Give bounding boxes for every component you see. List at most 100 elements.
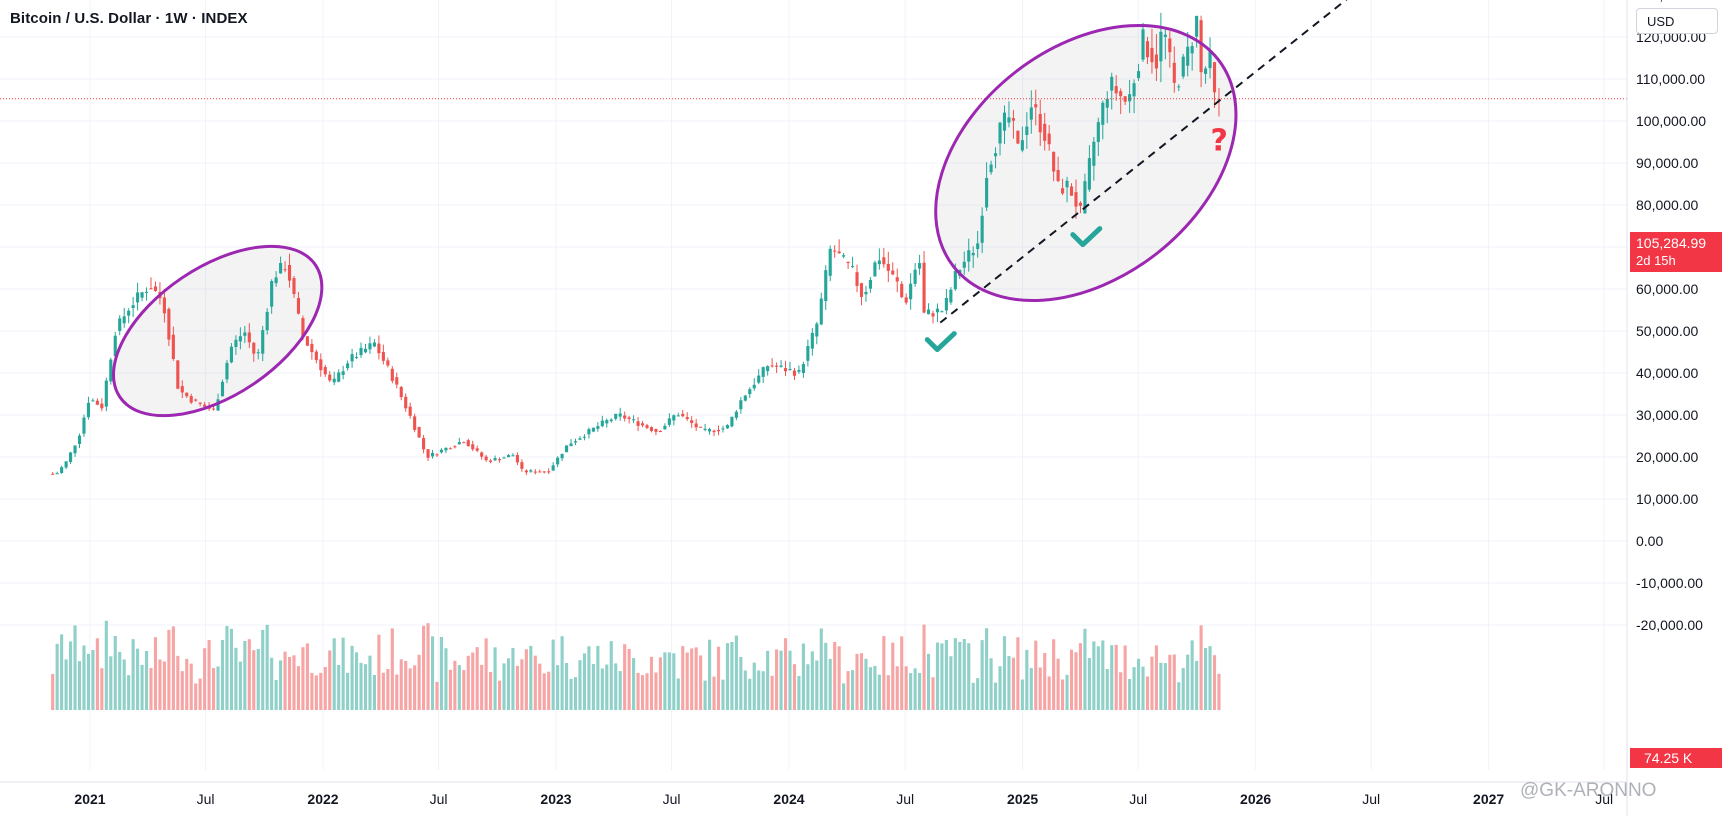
volume-bar — [913, 668, 917, 710]
volume-bar — [909, 673, 913, 710]
volume-bar — [457, 665, 461, 710]
candle-body — [363, 348, 368, 353]
volume-bar — [703, 680, 707, 710]
volume-bar — [1101, 640, 1105, 710]
volume-bar — [86, 653, 91, 710]
volume-bar — [1114, 644, 1118, 710]
candle-body — [788, 369, 792, 371]
volume-bar — [310, 672, 314, 710]
volume-bar — [935, 642, 940, 710]
author-watermark: @GK-ARONNO — [1520, 780, 1657, 801]
candle-body — [1087, 158, 1091, 190]
volume-bar — [873, 665, 877, 710]
volume-bar — [931, 677, 935, 710]
volume-bar — [144, 650, 149, 710]
volume-bar — [189, 663, 193, 710]
candle-body — [86, 402, 91, 418]
candle-body — [962, 261, 966, 268]
candle-body — [323, 366, 327, 375]
volume-bar — [515, 665, 519, 710]
candle-body — [904, 297, 908, 303]
volume-bar — [658, 657, 662, 710]
candle-body — [1061, 188, 1065, 194]
candle-body — [1052, 151, 1056, 172]
volume-bar — [337, 665, 341, 710]
candle-body — [547, 471, 551, 473]
candle-body — [176, 360, 180, 389]
candle-body — [524, 470, 528, 473]
volume-bar — [480, 664, 484, 710]
x-tick-label: 2025 — [1007, 791, 1038, 807]
candle-body — [1016, 130, 1020, 144]
candle-body — [859, 283, 864, 297]
volume-bar — [806, 664, 810, 710]
y-tick-label: 0.00 — [1636, 533, 1663, 549]
volume-bar — [850, 670, 855, 710]
candle-body — [292, 278, 296, 295]
candle-body — [1101, 102, 1105, 125]
candle-body — [815, 323, 819, 337]
candle-body — [283, 269, 287, 271]
volume-bar — [752, 662, 756, 710]
volume-bar — [739, 656, 743, 710]
volume-bar — [77, 661, 82, 710]
y-tick-label: 10,000.00 — [1636, 491, 1698, 507]
volume-bar — [708, 639, 712, 710]
volume-bar — [158, 659, 162, 710]
x-tick-label: Jul — [1129, 791, 1147, 807]
candle-body — [520, 462, 524, 469]
currency-selector[interactable]: USD — [1636, 8, 1718, 34]
candle-body — [1168, 38, 1172, 53]
volume-bar — [60, 634, 64, 710]
volume-bar — [296, 666, 301, 710]
volume-bar — [399, 659, 403, 710]
volume-bar — [547, 671, 551, 710]
candle-body — [886, 263, 890, 271]
candle-body — [752, 384, 756, 389]
x-axis: 2021 Jul 2022 Jul 2023 Jul 2024 Jul 2025 Jul 2026 J… — [0, 781, 1627, 807]
volume-bar — [404, 660, 408, 710]
volume-bar — [1136, 658, 1141, 710]
candle-body — [1083, 181, 1087, 214]
candle-body — [1163, 34, 1167, 37]
volume-bar — [453, 660, 457, 710]
candle-body — [435, 454, 439, 456]
volume-bar — [801, 643, 805, 710]
candle-body — [824, 270, 828, 301]
volume-bar — [413, 665, 417, 710]
volume-bar — [51, 673, 55, 710]
volume-bar — [69, 641, 73, 710]
volume-bar — [323, 666, 327, 710]
volume-bar — [95, 638, 99, 710]
volume-bar — [944, 639, 948, 710]
candle-body — [748, 389, 752, 395]
candle-body — [462, 442, 466, 444]
candle-body — [301, 318, 305, 337]
volume-bar — [891, 642, 895, 710]
volume-bar — [319, 672, 323, 710]
volume-bar — [252, 650, 256, 710]
candle-body — [944, 297, 948, 311]
volume-bar — [1159, 662, 1163, 710]
volume-bar — [725, 643, 730, 710]
volume-bar — [1123, 645, 1127, 710]
x-tick-label: 2022 — [307, 791, 338, 807]
candle-body — [828, 248, 832, 276]
candle-body — [565, 445, 569, 453]
candle-body — [346, 363, 350, 369]
volume-bar — [591, 663, 595, 710]
volume-bar — [859, 653, 864, 710]
candle-body — [538, 471, 542, 473]
volume-bar — [792, 664, 797, 710]
volume-bar — [1199, 625, 1203, 710]
volume-bar — [1056, 658, 1060, 710]
candle-body — [377, 343, 381, 354]
candle-body — [864, 291, 868, 295]
candle-body — [976, 243, 980, 250]
y-axis[interactable]: 150,000.00140,000.00130,000.00120,000.00… — [1626, 0, 1706, 816]
candle-body — [1020, 140, 1024, 151]
volume-bar — [216, 666, 220, 710]
candle-body — [1199, 20, 1203, 73]
candle-body — [600, 420, 604, 427]
